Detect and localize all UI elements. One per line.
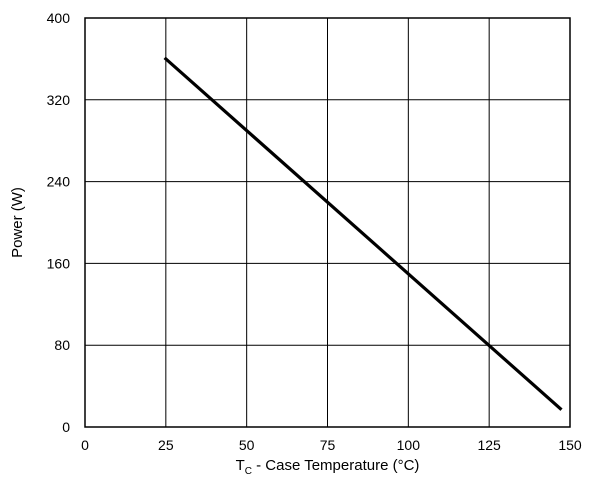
x-axis-label-prefix: T <box>236 457 245 474</box>
x-axis-label: TC - Case Temperature (°C) <box>236 457 420 477</box>
y-tick-label: 400 <box>47 10 71 26</box>
y-tick-label: 240 <box>47 174 71 190</box>
x-axis-label-rest: - Case Temperature (°C) <box>252 457 419 474</box>
y-axis-label: Power (W) <box>9 187 26 258</box>
x-tick-label: 100 <box>397 437 421 453</box>
y-tick-label: 80 <box>54 337 70 353</box>
x-axis-label-subscript: C <box>245 466 252 477</box>
x-tick-label: 25 <box>158 437 174 453</box>
series-layer <box>163 56 563 411</box>
x-tick-label: 150 <box>558 437 582 453</box>
x-tick-label: 125 <box>477 437 501 453</box>
grid <box>85 18 570 427</box>
y-tick-label: 0 <box>62 419 70 435</box>
y-tick-label: 320 <box>47 92 71 108</box>
y-tick-label: 160 <box>47 255 71 271</box>
x-tick-label: 75 <box>320 437 336 453</box>
x-tick-label: 0 <box>81 437 89 453</box>
x-tick-labels: 0 25 50 75 100 125 150 <box>81 437 582 453</box>
plot-frame <box>84 17 571 428</box>
x-tick-label: 50 <box>239 437 255 453</box>
series-line-0 <box>163 56 563 411</box>
y-tick-labels: 0 80 160 240 320 400 <box>47 10 71 435</box>
